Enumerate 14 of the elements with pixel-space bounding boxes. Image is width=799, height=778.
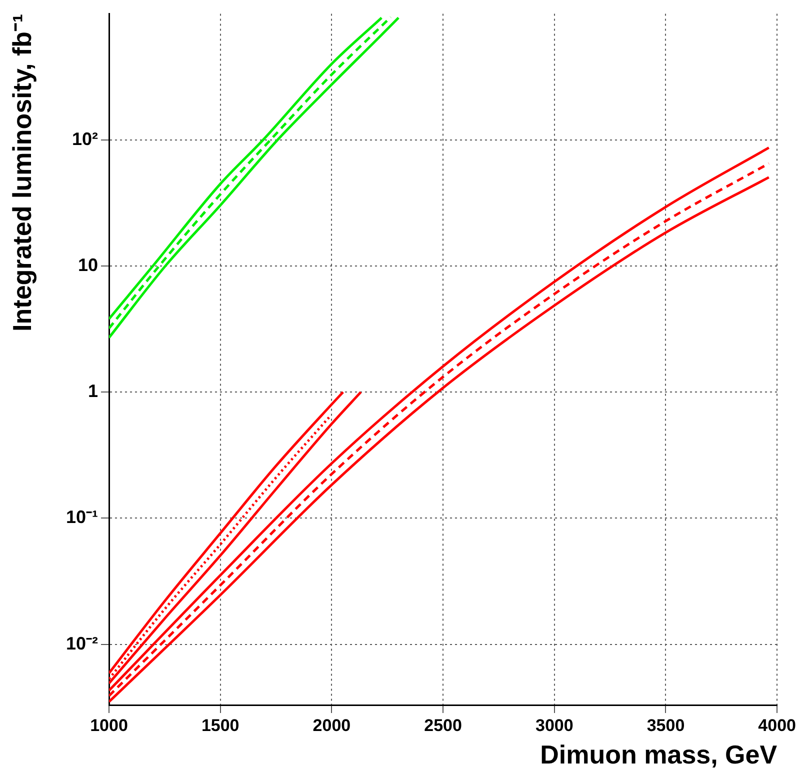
y-tick-label: 1	[88, 381, 98, 402]
x-axis-title: Dimuon mass, GeV	[540, 740, 778, 770]
y-tick-label: 10⁻²	[66, 633, 98, 654]
x-tick-label: 1000	[90, 716, 128, 735]
y-tick-label: 10	[78, 254, 98, 275]
x-tick-label: 4000	[758, 716, 796, 735]
x-tick-label: 1500	[201, 716, 240, 735]
x-tick-label: 2500	[424, 716, 462, 735]
x-tick-label: 3500	[646, 716, 685, 735]
x-tick-label: 3000	[535, 716, 574, 735]
x-tick-label: 2000	[312, 716, 351, 735]
y-tick-label: 10⁻¹	[66, 507, 98, 528]
y-tick-label: 10²	[72, 128, 98, 149]
y-axis-title: Integrated luminosity, fb⁻¹	[6, 14, 37, 332]
